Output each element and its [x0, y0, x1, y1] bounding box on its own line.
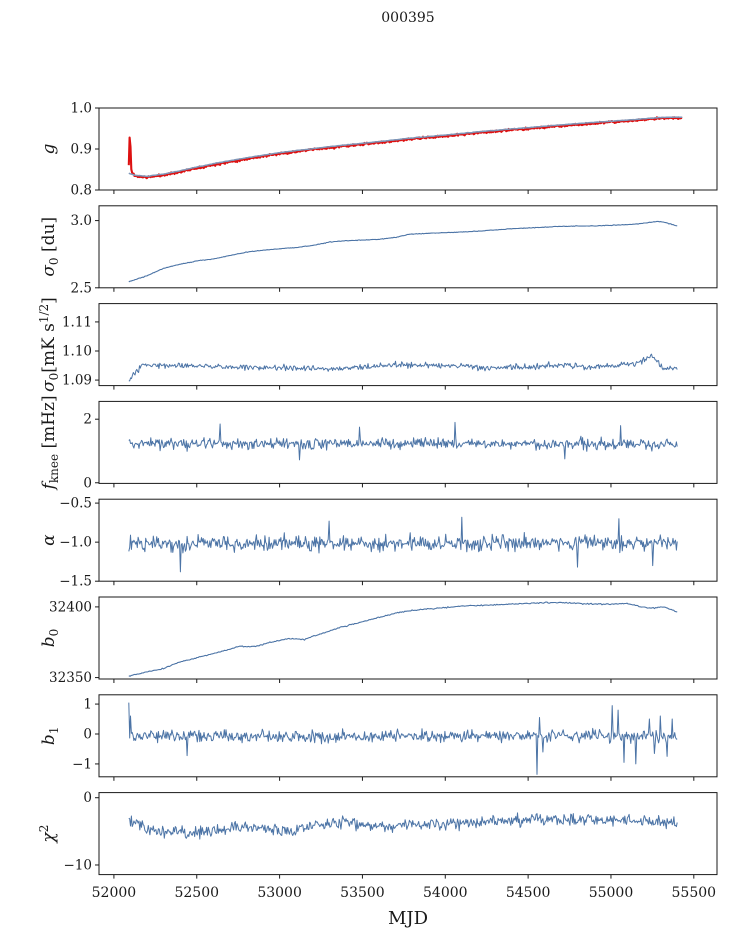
axes-box: [98, 694, 718, 778]
y-tick-label: 1.09: [62, 373, 92, 389]
x-tick-label: 52500: [174, 885, 219, 901]
y-axis-label-gain: g: [39, 143, 59, 154]
x-tick-label: 54000: [423, 885, 468, 901]
y-axis-label-sigma0-mks: σ0[mK s1/2]: [37, 297, 61, 392]
y-tick-label: −1.0: [59, 535, 92, 551]
x-tick-label: 52000: [92, 885, 137, 901]
axes-box: [98, 792, 718, 876]
panel-b1: 1 0 −1 b1: [39, 694, 718, 781]
y-tick-label: 32350: [49, 670, 92, 686]
axes-box: [98, 498, 718, 582]
series-fknee: [128, 421, 678, 461]
y-tick-label: 0: [83, 475, 92, 491]
series-b1: [128, 702, 678, 775]
series-b0: [128, 601, 678, 677]
y-tick-label: 2.5: [71, 280, 92, 296]
y-tick-label: 32400: [49, 599, 92, 615]
panel-fknee: 0 2 fknee [mHz]: [39, 395, 718, 491]
y-axis-label-fknee: fknee [mHz]: [39, 395, 61, 491]
x-tick-label: 55500: [672, 885, 717, 901]
y-tick-label: 1.11: [62, 314, 92, 330]
series-sigma0-du: [128, 220, 678, 283]
series-chi2: [128, 812, 678, 840]
y-axis-label-b0: b0: [39, 629, 61, 648]
y-tick-label: −0.5: [59, 496, 92, 512]
panel-gain: 0.8 0.9 1.0 g: [39, 101, 718, 199]
x-axis-label: MJD: [388, 908, 428, 929]
y-tick-label: 0.9: [71, 142, 92, 158]
panel-b0: 32350 32400 b0: [39, 596, 718, 686]
y-axis-label-sigma0-du: σ0 [du]: [39, 217, 61, 277]
panel-alpha: −0.5 −1.0 −1.5 α: [39, 496, 718, 590]
series-g-data: [127, 116, 683, 180]
series-alpha: [128, 516, 678, 573]
y-tick-label: −10: [64, 857, 93, 873]
y-tick-label: 1.0: [71, 101, 92, 117]
series-g-fit: [128, 116, 683, 178]
y-tick-label: 2: [83, 412, 92, 428]
y-tick-label: −1.5: [59, 574, 92, 590]
axes-box: [98, 400, 718, 484]
x-tick-label: 53000: [257, 885, 302, 901]
y-axis-label-alpha: α: [39, 534, 59, 546]
x-tick-label: 55000: [589, 885, 634, 901]
y-axis-label-chi2: χ2: [37, 825, 59, 844]
y-tick-label: 0.8: [71, 183, 92, 199]
y-tick-label: 0: [83, 727, 92, 743]
panel-chi2: 0 −10 52000 52500 53000 53500 54000 54500 55000 5…: [37, 790, 718, 901]
y-tick-label: 1: [83, 697, 92, 713]
y-axis-label-b1: b1: [39, 727, 61, 746]
y-tick-label: 1.10: [62, 343, 92, 359]
x-tick-label: 54500: [506, 885, 551, 901]
y-tick-label: −1: [72, 756, 92, 772]
axes-box: [98, 303, 718, 387]
x-tick-label: 53500: [340, 885, 385, 901]
y-tick-label: 3.0: [71, 213, 92, 229]
chart-title: 000395: [381, 10, 434, 26]
y-tick-label: 0: [83, 790, 92, 806]
panel-sigma0-du: 2.5 3.0 σ0 [du]: [39, 205, 718, 296]
axes-box: [98, 205, 718, 289]
axes-box: [98, 596, 718, 680]
series-sigma0-mks: [128, 353, 678, 382]
